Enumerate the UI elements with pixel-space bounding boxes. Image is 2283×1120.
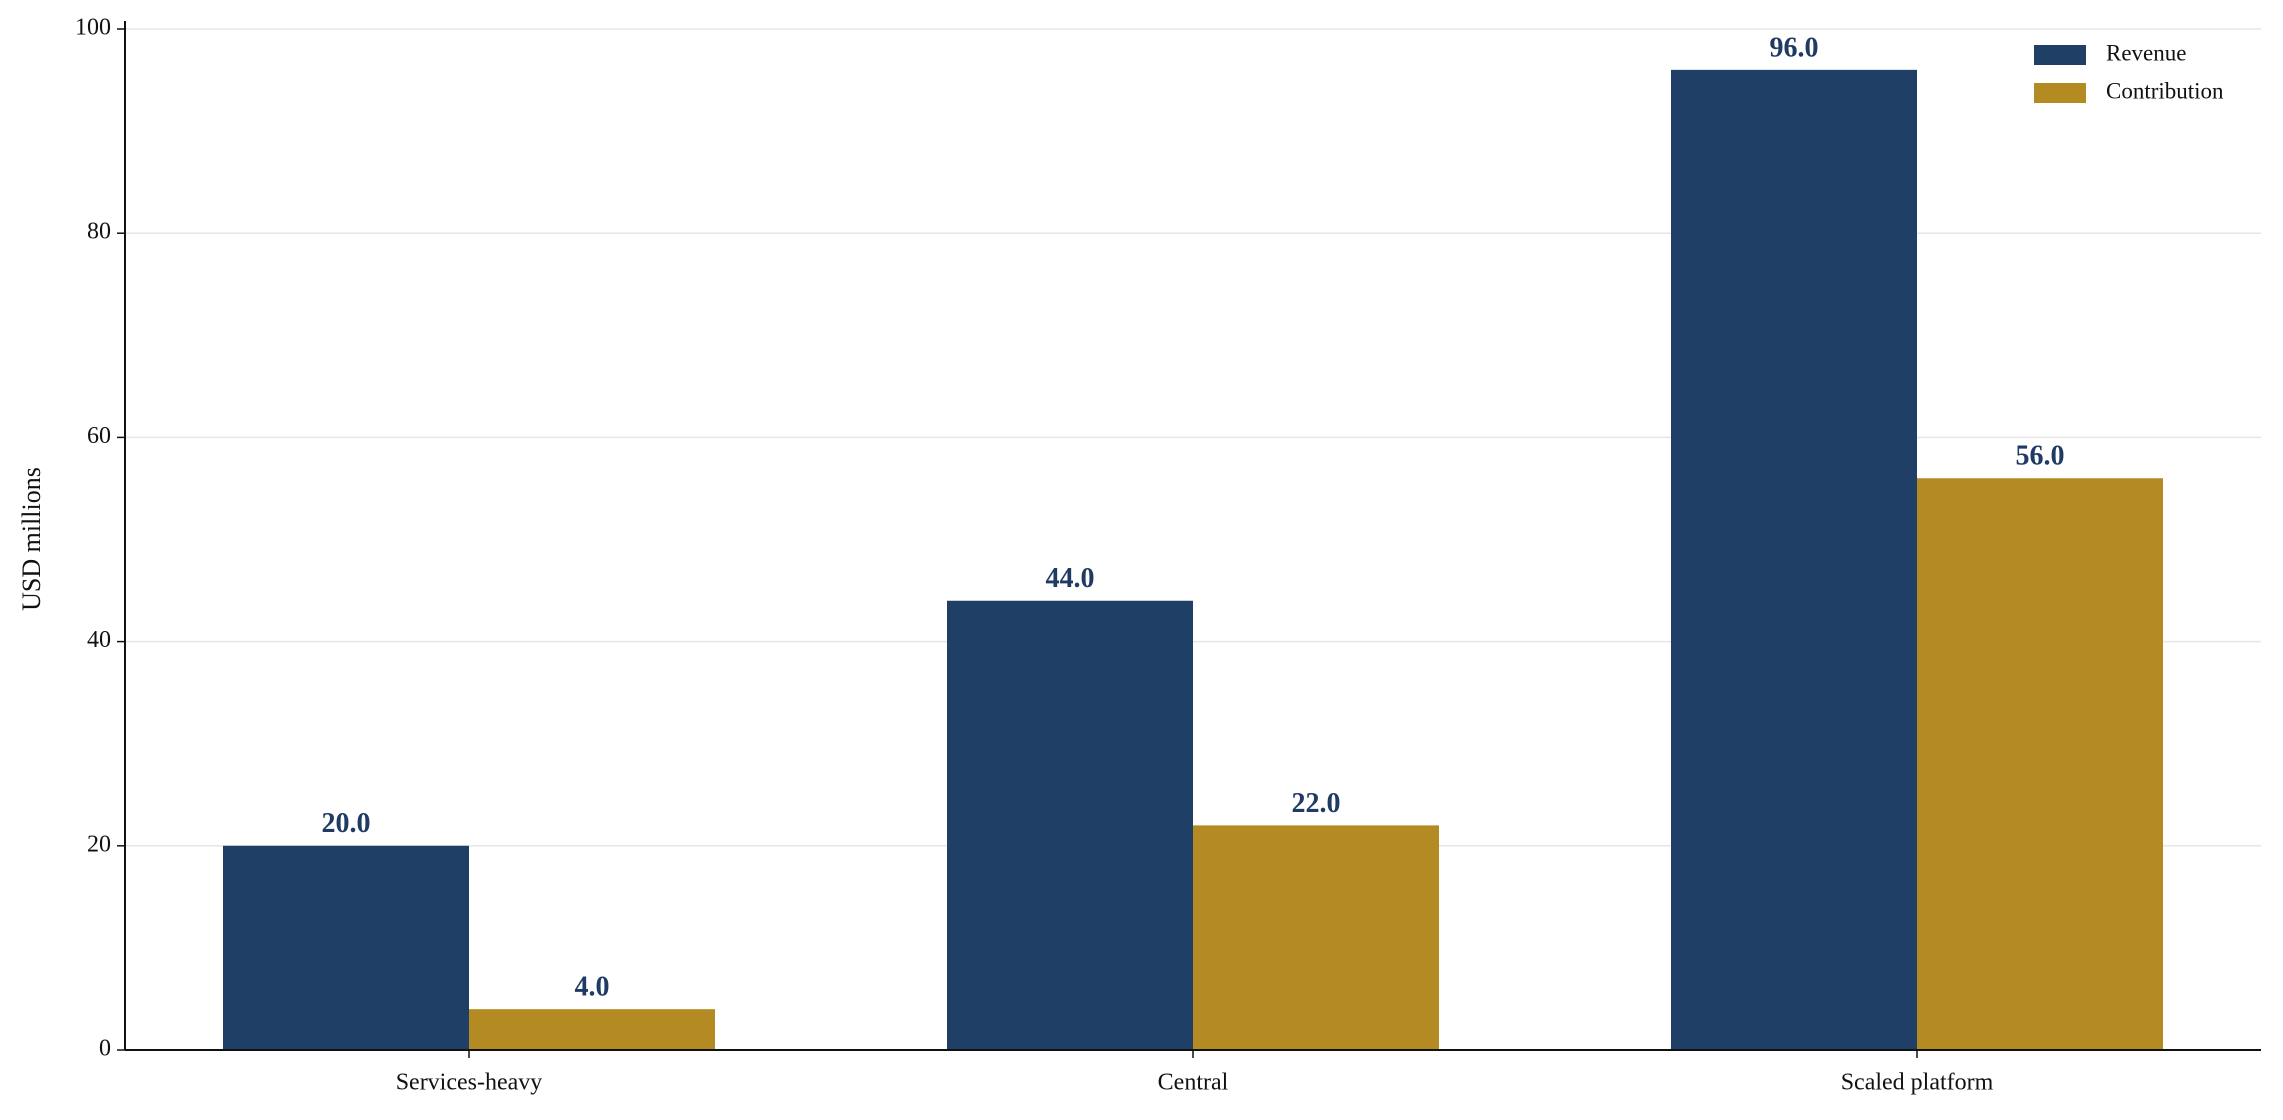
bar (1917, 478, 2163, 1050)
value-label: 96.0 (1770, 32, 1819, 63)
x-tick-label: Scaled platform (1841, 1070, 1994, 1096)
value-label: 22.0 (1292, 788, 1341, 819)
legend-swatch (2034, 45, 2086, 65)
y-axis-label: USD millions (17, 467, 46, 611)
legend-label: Contribution (2106, 78, 2224, 103)
value-label: 56.0 (2016, 441, 2065, 472)
y-tick-label: 40 (87, 627, 111, 653)
y-tick-label: 100 (75, 15, 111, 41)
bar (469, 1009, 715, 1050)
y-tick-label: 80 (87, 219, 111, 245)
y-tick-label: 0 (99, 1036, 111, 1062)
y-tick-label: 20 (87, 831, 111, 857)
bar (223, 845, 469, 1050)
y-tick-label: 60 (87, 423, 111, 449)
legend-swatch (2034, 83, 2086, 103)
legend-label: Revenue (2106, 40, 2186, 65)
x-tick-label: Services-heavy (396, 1070, 543, 1096)
value-label: 44.0 (1046, 563, 1095, 594)
value-label: 4.0 (575, 972, 610, 1003)
value-label: 20.0 (322, 808, 371, 839)
bar (1671, 69, 1917, 1051)
bar (1193, 825, 1439, 1050)
bar (947, 600, 1193, 1050)
x-tick-label: Central (1158, 1070, 1229, 1096)
